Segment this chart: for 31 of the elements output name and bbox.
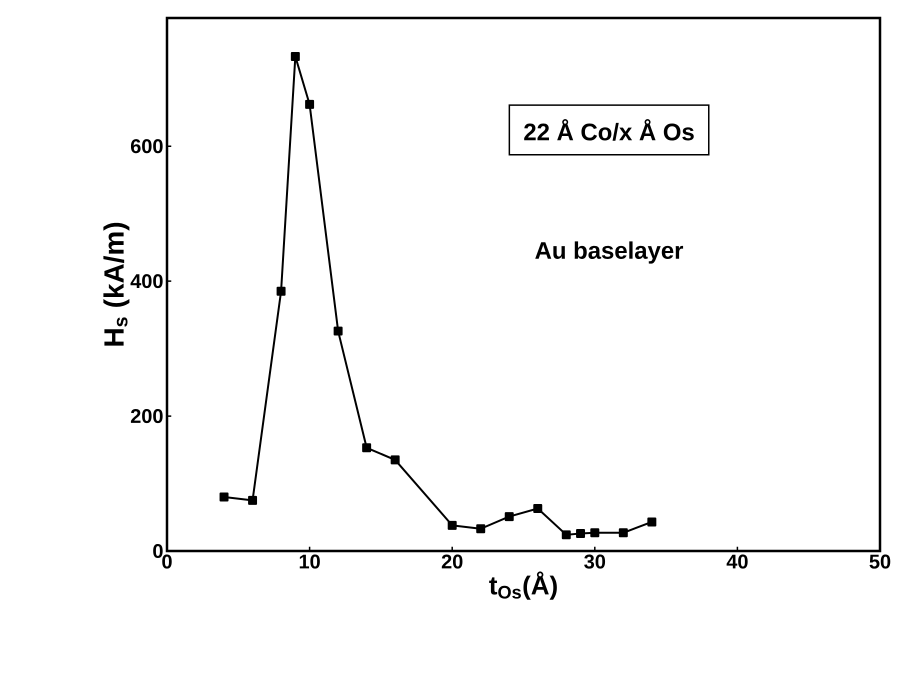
y-axis-title: H$_{s}$ (kA/m): [103, 222, 130, 346]
x-tick-label: 30: [584, 554, 606, 569]
point: [476, 524, 486, 534]
y-tick-label: 0: [153, 544, 163, 558]
x-tick-label: 0: [162, 554, 172, 569]
point: [220, 492, 229, 502]
y-tick-label: 600: [130, 139, 163, 154]
point: [576, 528, 586, 538]
x-axis-title: t$_{Os}$(Å): [489, 571, 557, 600]
point: [362, 443, 372, 452]
point: [390, 455, 400, 464]
annotation: 22 Å Co/x Å Os: [524, 119, 694, 141]
y-tick-label: 400: [130, 274, 163, 288]
x-tick-label: 10: [300, 554, 320, 569]
point: [590, 528, 600, 538]
x-tick-label: 20: [442, 554, 462, 569]
x-tick-label: 50: [870, 554, 890, 569]
point: [448, 520, 457, 530]
point: [647, 518, 656, 526]
point: [248, 496, 258, 505]
y-tick-label: 200: [130, 409, 163, 424]
annotation: Au baselayer: [535, 241, 684, 264]
point: [533, 504, 542, 513]
point: [305, 100, 314, 109]
point: [618, 528, 628, 538]
point: [562, 530, 571, 540]
point: [334, 326, 343, 336]
point: [290, 52, 300, 61]
x-tick-label: 40: [726, 554, 748, 569]
point: [276, 286, 286, 296]
point: [504, 512, 514, 522]
